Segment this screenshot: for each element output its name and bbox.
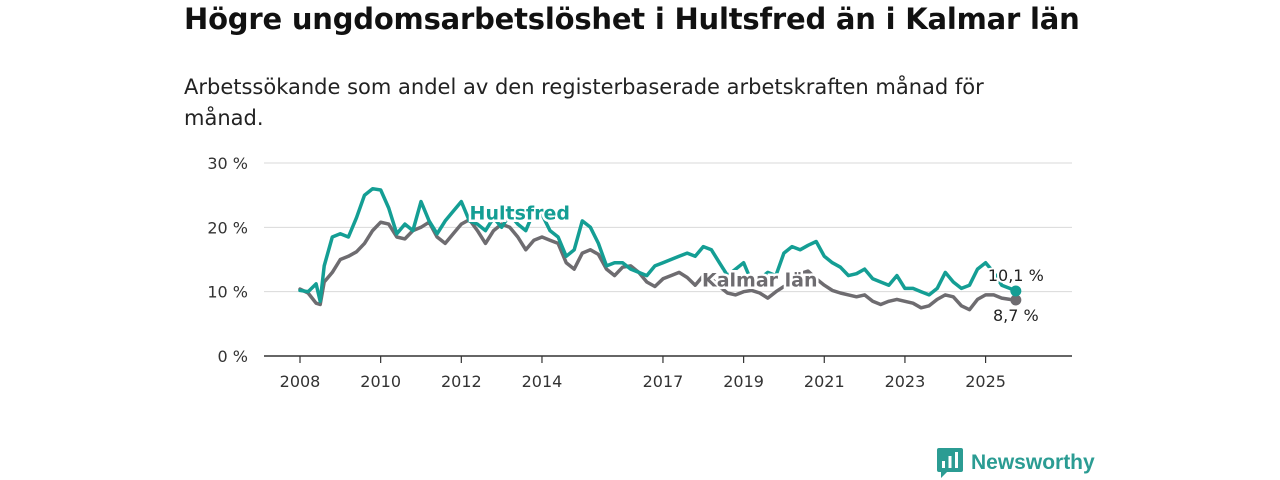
x-tick-label: 2010 (360, 372, 401, 391)
x-tick-label: 2012 (441, 372, 482, 391)
series-layer (298, 186, 1022, 312)
newsworthy-logo: Newsworthy (937, 448, 1095, 478)
x-tick-label: 2025 (965, 372, 1006, 391)
y-tick-label: 10 % (207, 283, 248, 302)
x-tick-label: 2017 (643, 372, 684, 391)
x-tick-label: 2019 (723, 372, 764, 391)
label-layer: 8,7 % 10,1 % Hultsfred Kalmar län (467, 200, 1046, 327)
x-tick-label: 2014 (522, 372, 563, 391)
brand-name: Newsworthy (971, 451, 1095, 474)
grid-layer: 0 % 10 % 20 % 30 % 2008 2010 2012 2014 2017 2019 2… (207, 154, 1072, 391)
newsworthy-logo-icon (937, 448, 963, 478)
series-line-hultsfred (298, 186, 1018, 304)
end-point-kalmar-lan (1010, 294, 1022, 306)
x-tick-label: 2008 (280, 372, 321, 391)
series-name-label: Hultsfred (470, 203, 570, 225)
series-name-label: Kalmar län (702, 270, 818, 292)
y-tick-label: 30 % (207, 154, 248, 173)
y-tick-label: 20 % (207, 218, 248, 237)
end-value-label: 8,7 % (993, 306, 1039, 325)
chart-subtitle: Arbetssökande som andel av den registerb… (184, 75, 984, 130)
y-tick-label: 0 % (218, 347, 248, 366)
x-tick-label: 2023 (885, 372, 926, 391)
chart-title: Högre ungdomsarbetslöshet i Hultsfred än… (184, 2, 1080, 36)
x-tick-label: 2021 (804, 372, 845, 391)
end-point-hultsfred (1010, 285, 1022, 297)
end-value-label: 10,1 % (988, 266, 1044, 285)
